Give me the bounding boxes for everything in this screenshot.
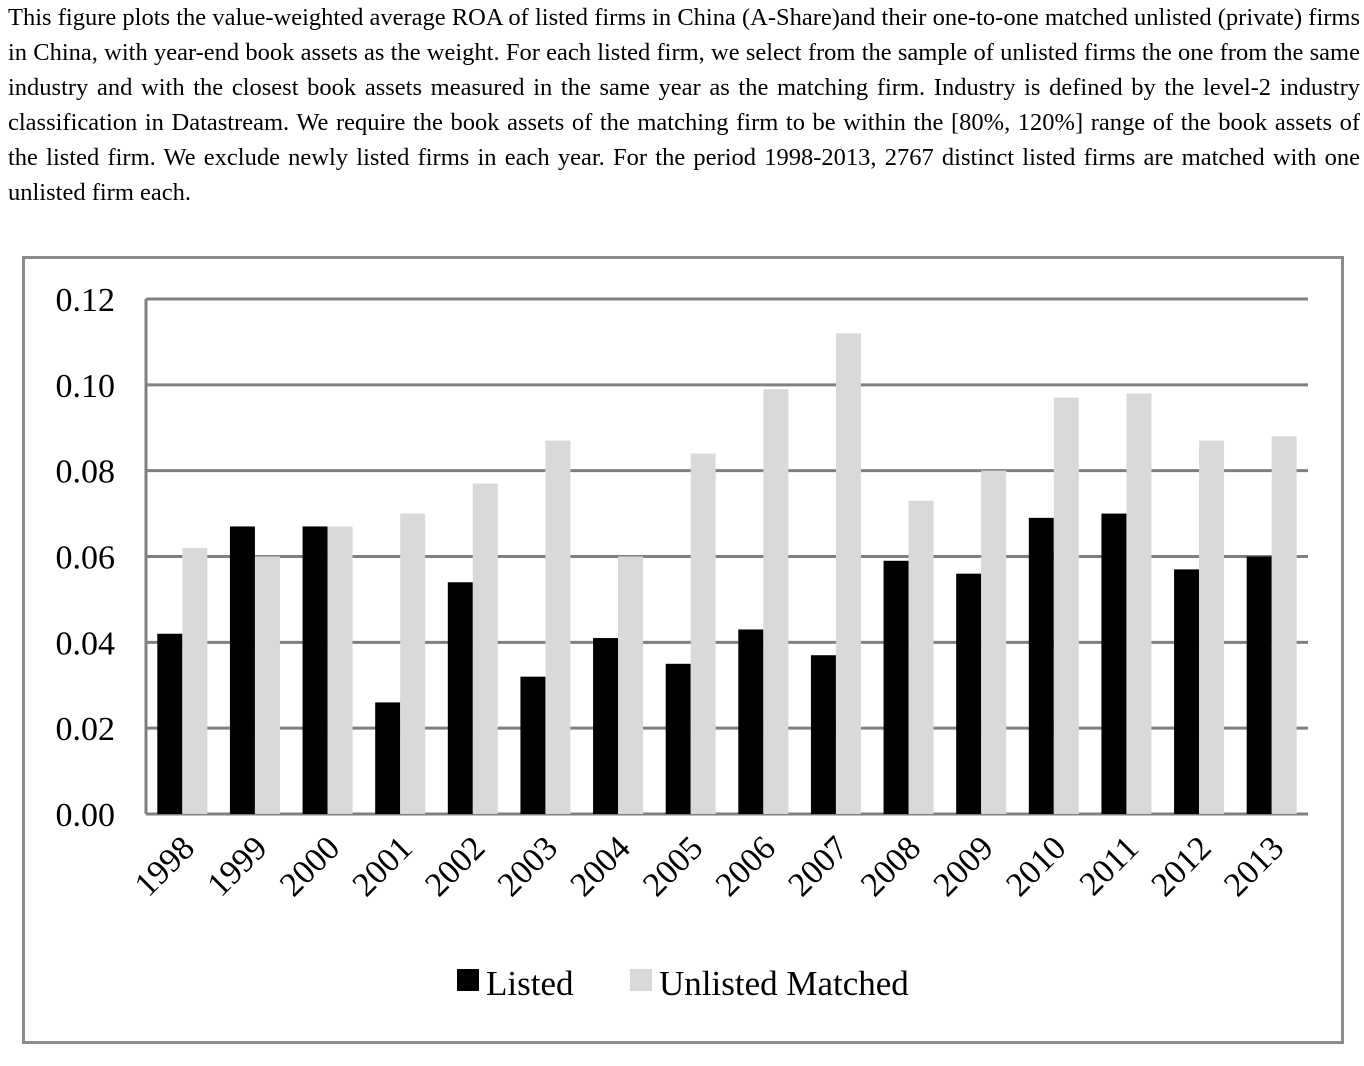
bar-listed-2013: [1246, 556, 1272, 814]
bar-unlisted-matched-2004: [618, 556, 644, 814]
chart-frame: 0.00 0.02 0.04 0.06 0.08 0.10 0.12 1998 1999 200…: [22, 256, 1344, 1044]
x-tick-label: 2012: [1144, 829, 1218, 903]
bar-unlisted-matched-2007: [835, 333, 861, 814]
legend-label-unlisted-matched: Unlisted Matched: [659, 964, 909, 1003]
x-tick-label: 2011: [1073, 829, 1146, 902]
bar-listed-2010: [1028, 517, 1054, 814]
legend-swatch-listed: [457, 969, 479, 991]
bar-unlisted-matched-2008: [908, 500, 934, 814]
y-axis-ticks: 0.00 0.02 0.04 0.06 0.08 0.10 0.12: [56, 282, 116, 834]
bar-unlisted-matched-2012: [1199, 440, 1225, 814]
x-tick-label: 2002: [418, 829, 492, 903]
bar-listed-2004: [593, 638, 619, 814]
x-tick-label: 2003: [491, 829, 565, 903]
bar-unlisted-matched-2000: [327, 526, 353, 814]
bar-unlisted-matched-2011: [1126, 393, 1152, 814]
y-tick-label: 0.08: [56, 454, 116, 491]
y-tick-label: 0.10: [56, 368, 116, 405]
figure-caption: This figure plots the value-weighted ave…: [8, 4, 1360, 206]
bar-unlisted-matched-2006: [763, 389, 789, 814]
x-tick-label: 1999: [200, 829, 274, 903]
bar-unlisted-matched-2010: [1053, 397, 1079, 814]
x-tick-label: 2005: [636, 829, 710, 903]
y-tick-label: 0.04: [56, 625, 116, 662]
bar-unlisted-matched-2003: [545, 440, 571, 814]
bar-unlisted-matched-2013: [1271, 436, 1297, 814]
bar-listed-2012: [1174, 569, 1200, 814]
bar-listed-2005: [665, 663, 691, 814]
x-tick-label: 2006: [709, 829, 783, 903]
legend: Listed Unlisted Matched: [457, 964, 909, 1003]
bar-listed-2008: [883, 560, 909, 814]
bar-unlisted-matched-2002: [472, 483, 498, 814]
bar-listed-2009: [956, 573, 982, 814]
x-tick-label: 2008: [854, 829, 928, 903]
x-tick-label: 2001: [346, 829, 420, 903]
bar-unlisted-matched-2005: [690, 453, 716, 814]
bars: [157, 333, 1297, 814]
bar-listed-2011: [1101, 513, 1127, 814]
legend-swatch-unlisted-matched: [630, 969, 652, 991]
bar-listed-2006: [738, 629, 764, 814]
bar-listed-1999: [229, 526, 255, 814]
legend-label-listed: Listed: [486, 964, 574, 1003]
bar-listed-1998: [157, 633, 183, 814]
bar-unlisted-matched-2001: [400, 513, 426, 814]
y-tick-label: 0.06: [56, 540, 116, 577]
bar-listed-2003: [520, 676, 546, 814]
bar-listed-2001: [375, 702, 401, 814]
x-tick-label: 2009: [927, 829, 1001, 903]
bar-unlisted-matched-1999: [254, 556, 280, 814]
bar-unlisted-matched-2009: [981, 470, 1007, 814]
bar-listed-2002: [447, 582, 473, 814]
x-tick-label: 2007: [781, 829, 855, 903]
y-tick-label: 0.12: [56, 282, 116, 319]
x-tick-label: 2004: [563, 829, 637, 903]
bar-unlisted-matched-1998: [182, 547, 208, 814]
bar-listed-2000: [302, 526, 328, 814]
x-tick-label: 2010: [999, 829, 1073, 903]
y-tick-label: 0.00: [56, 797, 116, 834]
bar-chart: 0.000.020.040.060.080.100.12 19981999200…: [56, 282, 1308, 1003]
x-axis-ticks: 1998199920002001200220032004200520062007…: [128, 829, 1292, 903]
y-tick-label: 0.02: [56, 711, 116, 748]
bar-listed-2007: [810, 655, 836, 814]
x-tick-label: 2000: [273, 829, 347, 903]
x-tick-label: 1998: [128, 829, 202, 903]
x-tick-label: 2013: [1217, 829, 1291, 903]
